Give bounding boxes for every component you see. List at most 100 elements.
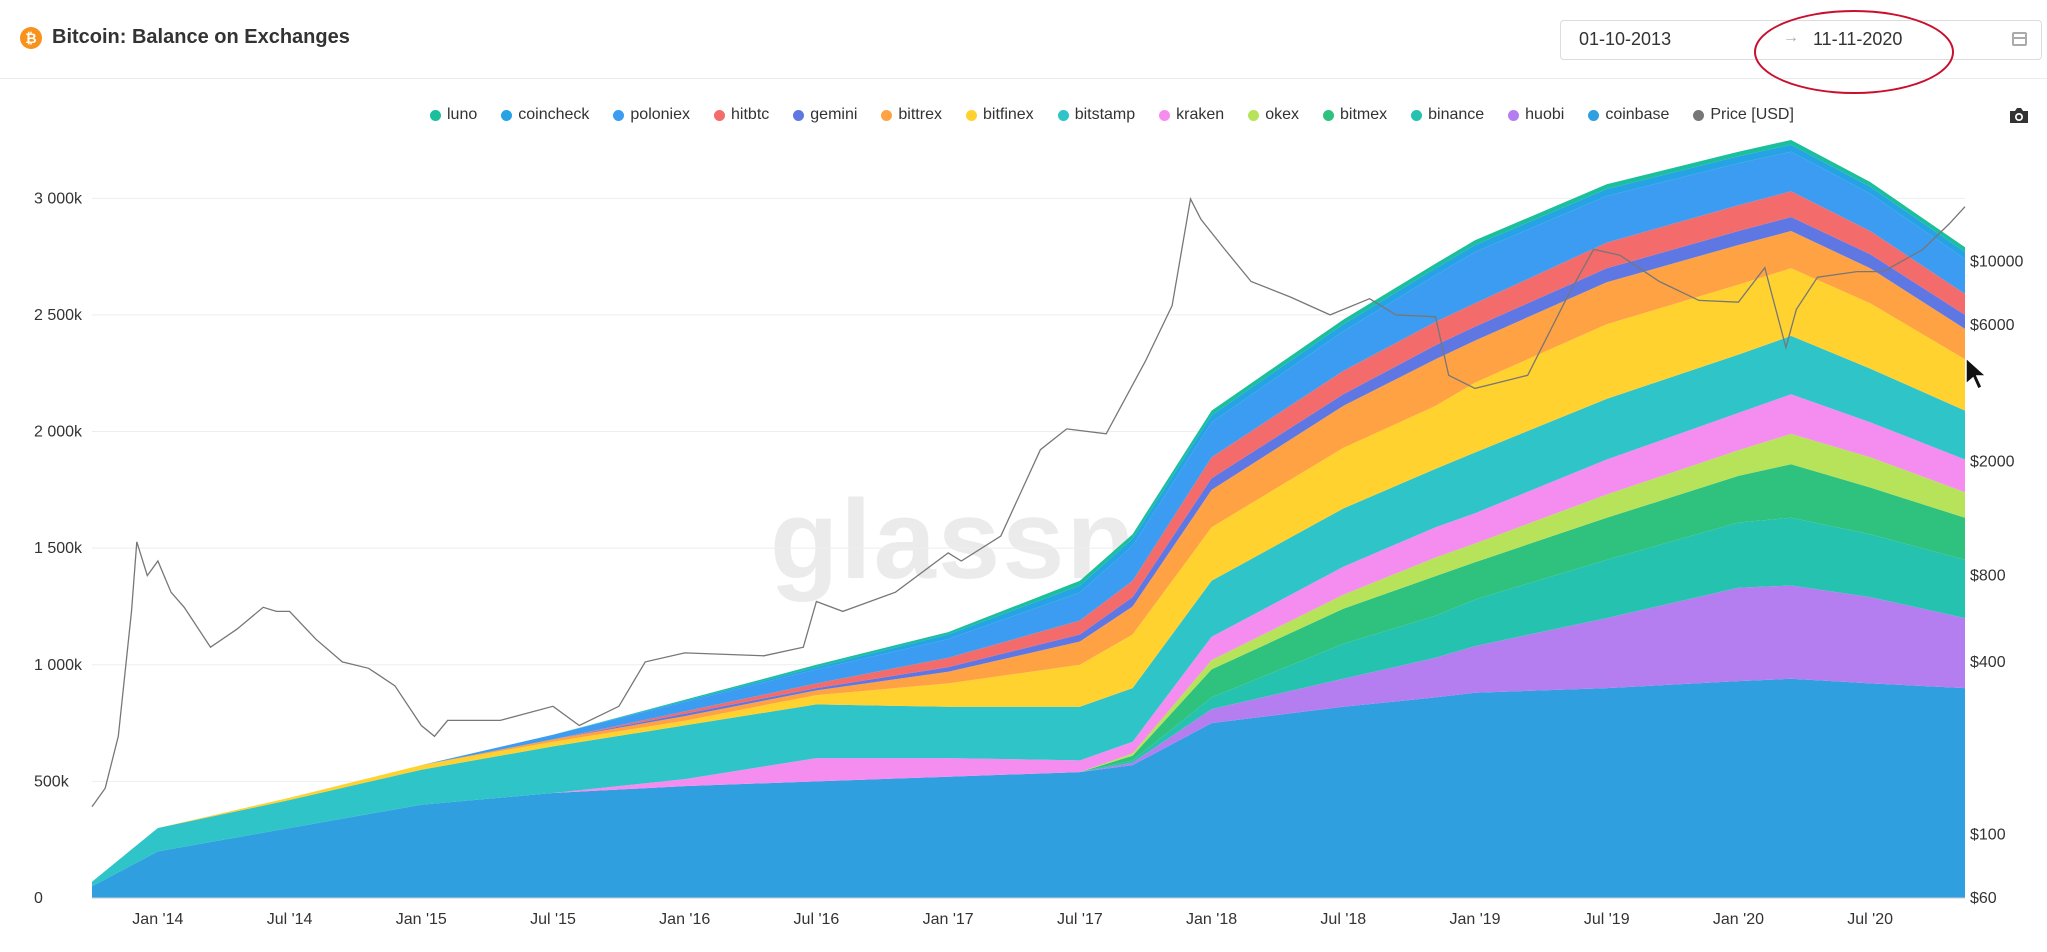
y-tick-label: 0 <box>34 890 43 907</box>
legend-label: coinbase <box>1605 106 1670 123</box>
legend-label: coincheck <box>518 106 590 123</box>
legend-item-bitmex[interactable]: bitmex <box>1322 106 1388 124</box>
x-tick-label: Jan '20 <box>1713 911 1764 928</box>
area-bitmex[interactable] <box>92 464 1965 887</box>
x-tick-label: Jan '17 <box>923 911 974 928</box>
legend-item-bitstamp[interactable]: bitstamp <box>1057 106 1136 124</box>
mouse-cursor-icon <box>1965 356 1988 391</box>
price-line <box>91 196 1966 808</box>
y-tick-label: 1 500k <box>34 540 83 557</box>
legend-dot-bitstamp <box>1057 109 1069 121</box>
legend-item-bitfinex[interactable]: bitfinex <box>965 106 1034 124</box>
x-tick-label: Jul '19 <box>1584 911 1630 928</box>
legend-label: kraken <box>1176 106 1225 123</box>
legend-dot-kraken <box>1159 109 1171 121</box>
x-tick-label: Jul '14 <box>267 911 313 928</box>
date-start-input[interactable]: 01-10-2013 <box>1579 29 1672 49</box>
y2-tick-label: $10000 <box>1970 253 2023 270</box>
legend-dot-huobi <box>1508 109 1520 121</box>
legend-item-kraken[interactable]: kraken <box>1159 106 1224 124</box>
y-tick-label: 2 000k <box>34 424 83 441</box>
x-tick-label: Jan '16 <box>659 911 710 928</box>
legend-item-gemini[interactable]: gemini <box>793 106 857 124</box>
legend-item-coinbase[interactable]: coinbase <box>1588 106 1669 124</box>
legend-dot-coinbase <box>1588 109 1600 121</box>
area-okex[interactable] <box>92 433 1965 887</box>
stacked-areas <box>92 140 1965 898</box>
x-tick-label: Jul '20 <box>1847 911 1893 928</box>
x-axis: Jan '14 Jul '14 Jan '15 Jul '15 Jan '16 Jul '… <box>92 897 1965 928</box>
legend-item-coincheck[interactable]: coincheck <box>501 106 589 124</box>
legend-label: bitmex <box>1339 106 1388 123</box>
date-range-picker[interactable]: 01-10-2013 → 11-11-2020 <box>1560 20 2042 60</box>
legend-item-poloniex[interactable]: poloniex <box>613 106 690 124</box>
legend-item-luno[interactable]: luno <box>430 106 477 124</box>
legend-label: bitstamp <box>1074 106 1136 123</box>
legend-dot-hitbtc <box>714 109 726 121</box>
y-tick-label: 1 000k <box>34 657 83 674</box>
area-coinbase[interactable] <box>92 678 1965 898</box>
x-tick-label: Jul '18 <box>1320 911 1366 928</box>
legend-label: hitbtc <box>731 106 770 123</box>
y2-tick-label: $60 <box>1970 890 1997 907</box>
legend-label: huobi <box>1525 106 1565 123</box>
legend-item-bittrex[interactable]: bittrex <box>881 106 942 124</box>
legend-label: bittrex <box>898 106 942 123</box>
legend-dot-bitfinex <box>965 109 977 121</box>
legend-dot-gemini <box>793 109 805 121</box>
legend-dot-poloniex <box>613 109 625 121</box>
legend-dot-bitmex <box>1322 109 1334 121</box>
legend-dot-coincheck <box>501 109 513 121</box>
price-series-line[interactable] <box>91 196 1966 808</box>
legend-label: binance <box>1428 106 1485 123</box>
x-tick-label: Jul '16 <box>794 911 840 928</box>
area-binance[interactable] <box>92 517 1965 887</box>
legend-dot-bittrex <box>881 109 893 121</box>
legend-label: luno <box>447 106 478 123</box>
x-tick-label: Jan '15 <box>396 911 447 928</box>
y2-tick-label: $2000 <box>1970 454 2015 471</box>
legend-label: Price [USD] <box>1710 106 1794 123</box>
legend-label: gemini <box>810 106 858 123</box>
area-kraken[interactable] <box>92 394 1965 887</box>
bitcoin-icon: ₿ <box>20 26 42 49</box>
legend-label: okex <box>1265 106 1299 123</box>
y-tick-label: 500k <box>34 773 70 790</box>
y-tick-label: 3 000k <box>34 190 83 207</box>
y-tick-label: 2 500k <box>34 307 83 324</box>
legend-label: bitfinex <box>982 106 1034 123</box>
calendar-icon[interactable] <box>2012 32 2027 46</box>
area-huobi[interactable] <box>92 585 1965 887</box>
legend-item-hitbtc[interactable]: hitbtc <box>714 106 769 124</box>
legend-label: poloniex <box>630 106 691 123</box>
date-end-input[interactable]: 11-11-2020 <box>1813 29 1903 49</box>
page-title: Bitcoin: Balance on Exchanges <box>52 26 350 48</box>
legend-item-huobi[interactable]: huobi <box>1508 106 1564 124</box>
header: ₿ Bitcoin: Balance on Exchanges 01-10-20… <box>0 0 2047 94</box>
x-tick-label: Jul '15 <box>530 911 576 928</box>
y2-tick-label: $400 <box>1970 654 2006 671</box>
x-tick-label: Jan '18 <box>1186 911 1237 928</box>
y2-tick-label: $100 <box>1970 826 2006 843</box>
legend-dot-price <box>1693 109 1705 121</box>
camera-icon[interactable] <box>2008 107 2030 124</box>
area-bitfinex[interactable] <box>92 268 1965 882</box>
y-axis-left: 0 500k 1 000k 1 500k 2 000k 2 500k 3 000k <box>34 190 83 907</box>
title-wrap: ₿ Bitcoin: Balance on Exchanges <box>20 26 350 49</box>
legend-dot-binance <box>1411 109 1423 121</box>
y2-tick-label: $6000 <box>1970 317 2015 334</box>
x-tick-label: Jan '14 <box>132 911 183 928</box>
x-tick-label: Jul '17 <box>1057 911 1103 928</box>
y2-tick-label: $800 <box>1970 568 2006 585</box>
legend-item-price[interactable]: Price [USD] <box>1693 106 1794 124</box>
area-bitstamp[interactable] <box>92 335 1965 887</box>
legend-item-okex[interactable]: okex <box>1248 106 1299 124</box>
y-axis-right: $60 $100 $400 $800 $2000 $6000 $10000 <box>1970 253 2023 907</box>
arrow-right-icon: → <box>1783 29 1799 46</box>
legend-dot-luno <box>430 109 441 121</box>
chart-legend: luno coincheck poloniex hitbtc gemini bittrex… <box>430 106 1818 124</box>
legend-item-binance[interactable]: binance <box>1411 106 1484 124</box>
legend-dot-okex <box>1248 109 1260 121</box>
x-tick-label: Jan '19 <box>1449 911 1500 928</box>
